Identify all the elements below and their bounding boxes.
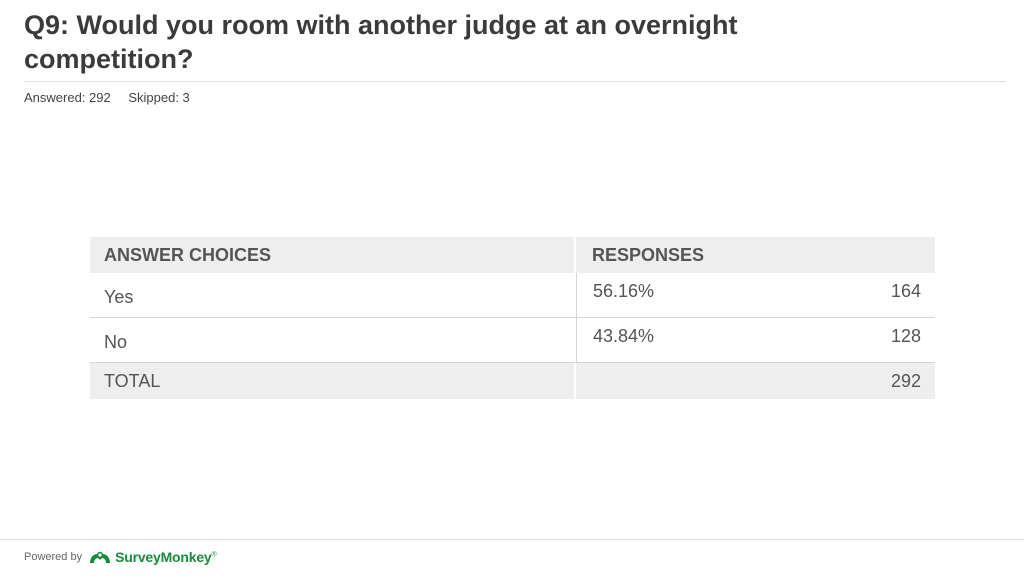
header-answer-choices: ANSWER CHOICES <box>90 237 576 273</box>
table-total-row: TOTAL 292 <box>90 363 935 399</box>
answer-choice-label: No <box>104 332 128 352</box>
response-count: 164 <box>890 281 921 301</box>
response-percent: 43.84% <box>593 326 655 346</box>
page-title: Q9: Would you room with another judge at… <box>24 10 738 74</box>
response-summary: Answered: 292 Skipped: 3 <box>24 90 204 105</box>
total-cell: 292 <box>576 363 935 399</box>
response-percent: 56.16% <box>593 281 655 301</box>
brand-name: SurveyMonkey® <box>115 549 217 565</box>
answered-count: Answered: 292 <box>24 90 111 105</box>
powered-by-label: Powered by <box>24 551 83 563</box>
results-table: ANSWER CHOICES RESPONSES Yes 56.16% 164 … <box>90 237 935 399</box>
table-row: Yes 56.16% 164 <box>90 273 935 318</box>
response-count: 128 <box>890 326 921 346</box>
footer: Powered by SurveyMonkey® <box>24 549 217 565</box>
answer-choice-label: Yes <box>104 287 134 307</box>
skipped-count: Skipped: 3 <box>128 90 190 105</box>
response-cell: 56.16% 164 <box>576 273 935 317</box>
title-divider <box>24 81 1006 82</box>
table-header-row: ANSWER CHOICES RESPONSES <box>90 237 935 273</box>
surveymonkey-logo-icon <box>90 551 111 563</box>
surveymonkey-logo[interactable]: SurveyMonkey® <box>88 549 217 565</box>
footer-divider <box>0 539 1024 540</box>
total-label: TOTAL <box>90 363 576 399</box>
response-cell: 43.84% 128 <box>576 318 935 362</box>
header-responses: RESPONSES <box>576 237 935 273</box>
table-row: No 43.84% 128 <box>90 318 935 363</box>
total-count: 292 <box>890 371 921 391</box>
